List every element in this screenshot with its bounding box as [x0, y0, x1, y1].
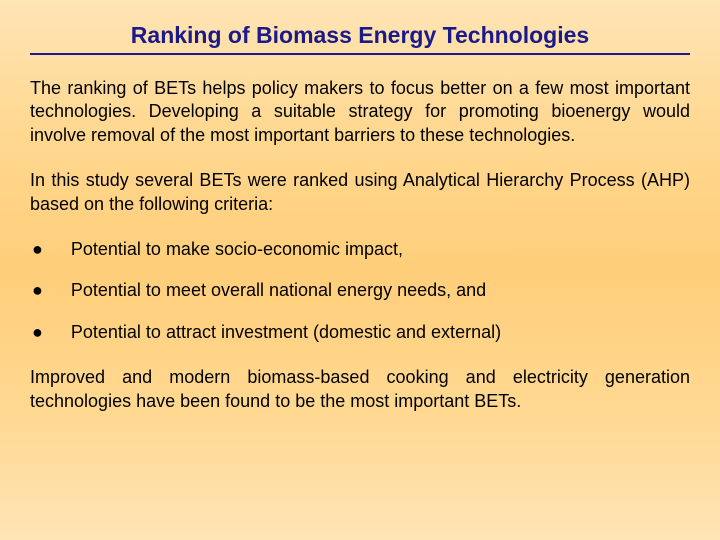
list-item-text: Potential to meet overall national energ… [71, 279, 690, 302]
paragraph-intro: The ranking of BETs helps policy makers … [30, 77, 690, 147]
bullet-icon: ● [32, 238, 43, 261]
list-item: ● Potential to attract investment (domes… [30, 321, 690, 344]
list-item-text: Potential to attract investment (domesti… [71, 321, 690, 344]
criteria-list: ● Potential to make socio-economic impac… [30, 238, 690, 344]
list-item-text: Potential to make socio-economic impact, [71, 238, 690, 261]
bullet-icon: ● [32, 279, 43, 302]
list-item: ● Potential to make socio-economic impac… [30, 238, 690, 261]
title-underline [30, 53, 690, 55]
list-item: ● Potential to meet overall national ene… [30, 279, 690, 302]
paragraph-conclusion: Improved and modern biomass-based cookin… [30, 366, 690, 413]
bullet-icon: ● [32, 321, 43, 344]
page-title: Ranking of Biomass Energy Technologies [30, 22, 690, 49]
paragraph-method: In this study several BETs were ranked u… [30, 169, 690, 216]
